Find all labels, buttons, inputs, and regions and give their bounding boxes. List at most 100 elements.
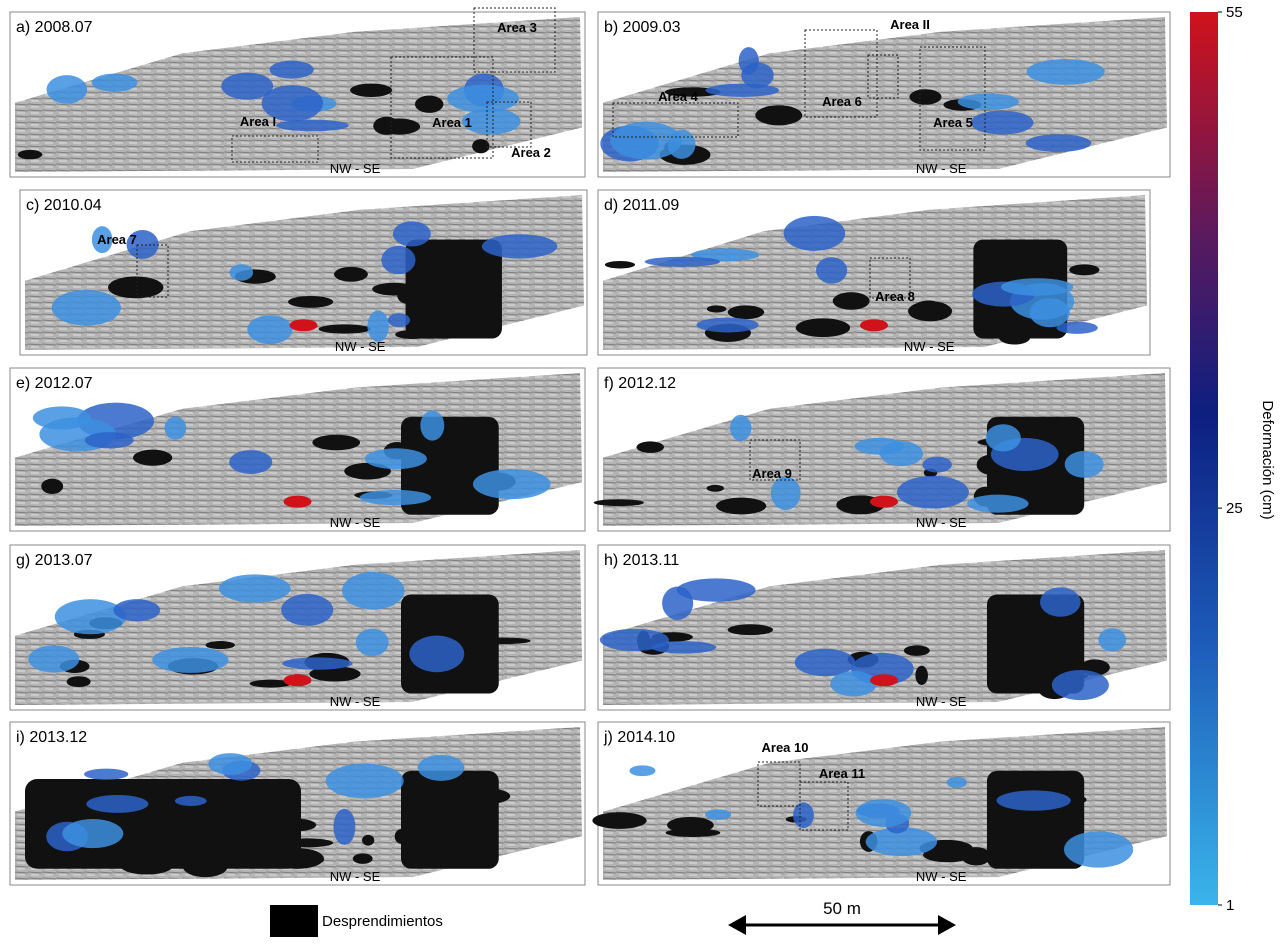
deformation [113,599,160,621]
rockfall [716,498,766,515]
deformation [706,84,780,97]
area-label: Area 9 [752,466,792,481]
area-label: Area 8 [875,289,915,304]
rockfall [406,240,502,339]
figure: Desprendimientos 50 m Deformación (cm) a… [0,0,1283,942]
panel-label: h) 2013.11 [604,552,679,569]
orientation: NW - SE [330,869,381,884]
orientation: NW - SE [330,694,381,709]
deformation [381,246,415,274]
orientation: NW - SE [916,515,967,530]
rockfall [350,84,392,97]
area-label: Area 3 [497,20,537,35]
legend-label: Desprendimientos [322,913,443,930]
deformation [365,448,427,469]
panel-label: d) 2011.09 [604,197,679,214]
rockfall [594,499,644,506]
deformation [33,406,91,429]
rockfall [415,96,443,113]
rockfall [592,812,646,829]
panel: g) 2013.07NW - SE [10,545,585,710]
colorbar-title: Deformación (cm) [1259,400,1276,519]
rockfall [728,624,773,635]
deformation [92,74,138,92]
deformation [418,755,465,781]
colorbar [1190,12,1218,905]
deformation [219,574,291,602]
deformation [152,647,228,673]
deformation [1064,831,1133,867]
deformation-high [284,674,312,686]
rockfall [312,435,360,450]
deformation [1030,298,1070,327]
deformation [971,111,1034,135]
orientation: NW - SE [916,869,967,884]
deformation-high [870,496,898,508]
panel-label: j) 2014.10 [603,729,675,746]
legend-swatch [270,905,318,937]
deformation [447,85,519,113]
orientation: NW - SE [916,161,967,176]
deformation [52,290,121,326]
rockfall [909,89,941,104]
deformation [276,120,349,132]
deformation [28,645,79,672]
panel-label: e) 2012.07 [16,375,93,392]
deformation [482,234,558,258]
orientation: NW - SE [330,161,381,176]
rockfall [205,641,235,649]
deformation [420,410,444,440]
deformation-high [290,319,318,331]
deformation [1098,628,1126,651]
deformation [282,657,352,669]
rockfall [755,105,802,125]
rockfall [18,150,43,159]
rockfall [67,676,91,687]
orientation: NW - SE [916,694,967,709]
scale-label: 50 m [823,899,861,918]
deformation [986,424,1021,451]
deformation [409,636,464,673]
deformation [662,586,693,619]
deformation [86,795,148,813]
rockfall [728,305,764,319]
rockfall [605,261,635,268]
panel-label: i) 2013.12 [16,729,87,746]
deformation [967,495,1028,513]
area-label: Area 11 [819,766,865,781]
deformation [360,490,431,505]
deformation [741,62,774,88]
panel: d) 2011.09NW - SEArea 8 [598,190,1150,355]
deformation [856,799,912,827]
deformation [958,93,1019,110]
deformation [629,765,655,776]
deformation [175,796,207,806]
area-label: Area 10 [762,740,809,755]
rockfall [288,296,333,308]
panel: h) 2013.11 NW - SE [598,545,1170,710]
rockfall [915,666,928,685]
deformation [333,809,355,845]
deformation [1027,59,1105,85]
rockfall [319,324,371,333]
deformation [705,809,731,820]
deformation [897,476,969,509]
deformation-high [284,496,312,508]
panel: c) 2010.04NW - SEArea 7 [20,190,587,355]
deformation [356,629,389,657]
deformation [473,469,551,499]
rockfall [353,853,373,863]
deformation-high [860,319,888,331]
deformation-high [870,674,898,686]
deformation [996,790,1070,810]
deformation [784,216,846,251]
deformation [855,438,905,455]
panel-label: c) 2010.04 [26,197,102,214]
area-label: Area 6 [822,94,862,109]
deformation [922,457,952,473]
rockfall [108,276,163,298]
deformation [326,764,404,799]
deformation [830,671,877,696]
